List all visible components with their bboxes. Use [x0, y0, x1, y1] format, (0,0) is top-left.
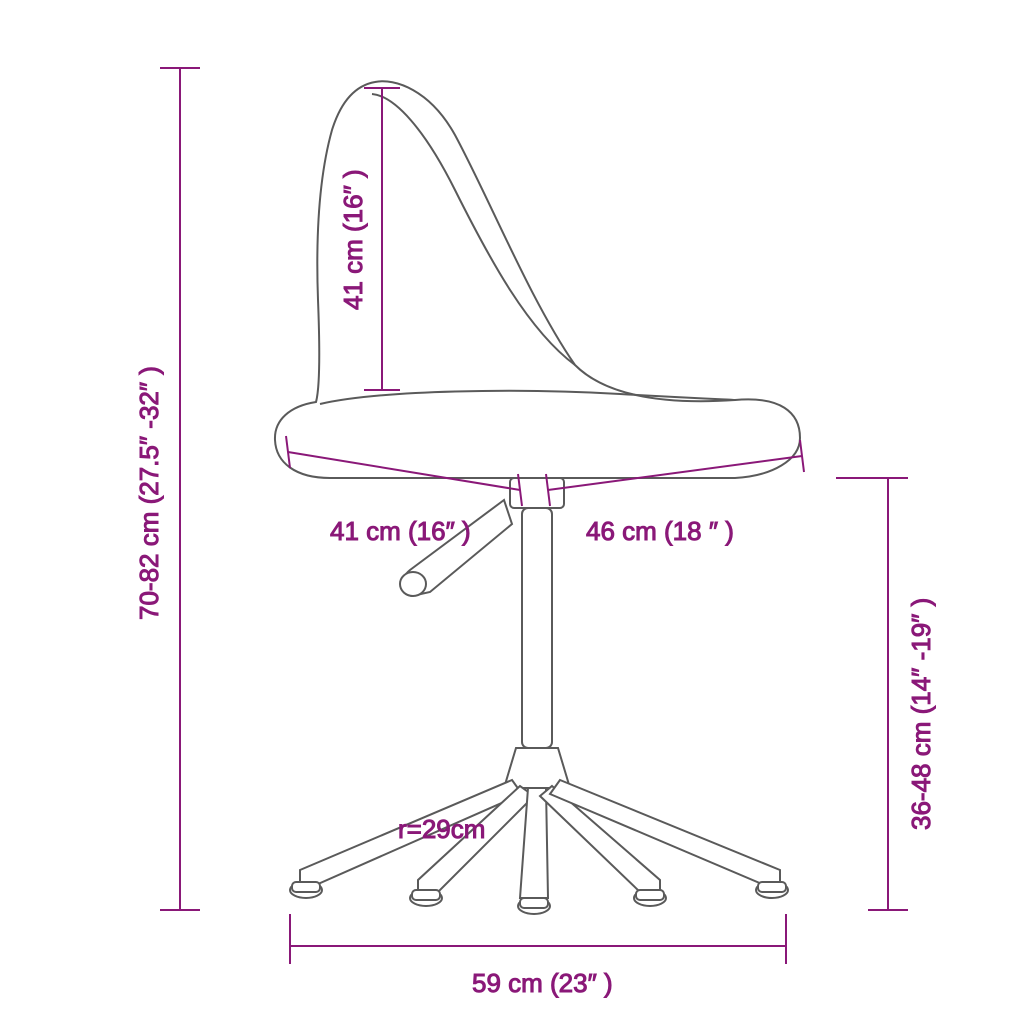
dim-seat-to-floor: 36-48 cm (14″ -19″ ): [836, 478, 936, 910]
chair-base-legs: [300, 780, 780, 898]
dim-base-width-label: 59 cm (23″ ): [472, 968, 613, 998]
dim-base-radius-label: r=29cm: [398, 814, 485, 844]
dim-seat-depth-label: 41 cm (16″ ): [330, 516, 471, 546]
dim-seat-width-label: 46 cm (18 ″ ): [586, 516, 734, 546]
dim-base-width: 59 cm (23″ ): [290, 914, 786, 998]
dim-back-height-label: 41 cm (16″ ): [338, 169, 368, 310]
dim-total-height: 70-82 cm (27.5″ -32″ ): [134, 68, 200, 910]
dim-seat-to-floor-label: 36-48 cm (14″ -19″ ): [906, 598, 936, 830]
dim-total-height-label: 70-82 cm (27.5″ -32″ ): [134, 366, 164, 620]
